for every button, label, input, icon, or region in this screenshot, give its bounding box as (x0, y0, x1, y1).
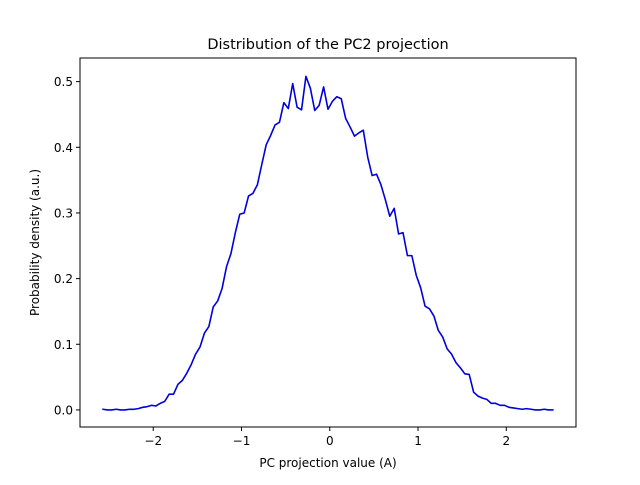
x-tick-label: 1 (414, 434, 422, 448)
x-axis: −2 −1 0 1 2 (144, 427, 510, 448)
series-layer (102, 75, 554, 411)
chart-title: Distribution of the PC2 projection (207, 37, 448, 53)
y-tick-label: 0.2 (54, 272, 73, 286)
plot-frame (79, 57, 577, 428)
series-line-0 (102, 75, 554, 411)
y-tick-label: 0.4 (54, 141, 73, 155)
y-axis-label: Probability density (a.u.) (28, 169, 42, 316)
x-tick-label: 0 (326, 434, 334, 448)
x-axis-label: PC projection value (A) (259, 456, 396, 470)
x-tick-label: −1 (233, 434, 251, 448)
y-tick-label: 0.5 (54, 75, 73, 89)
x-tick-label: −2 (144, 434, 162, 448)
y-tick-label: 0.3 (54, 206, 73, 220)
y-tick-label: 0.1 (54, 338, 73, 352)
y-tick-label: 0.0 (54, 403, 73, 417)
y-axis: 0.0 0.1 0.2 0.3 0.4 0.5 (54, 75, 80, 417)
x-tick-label: 2 (502, 434, 510, 448)
